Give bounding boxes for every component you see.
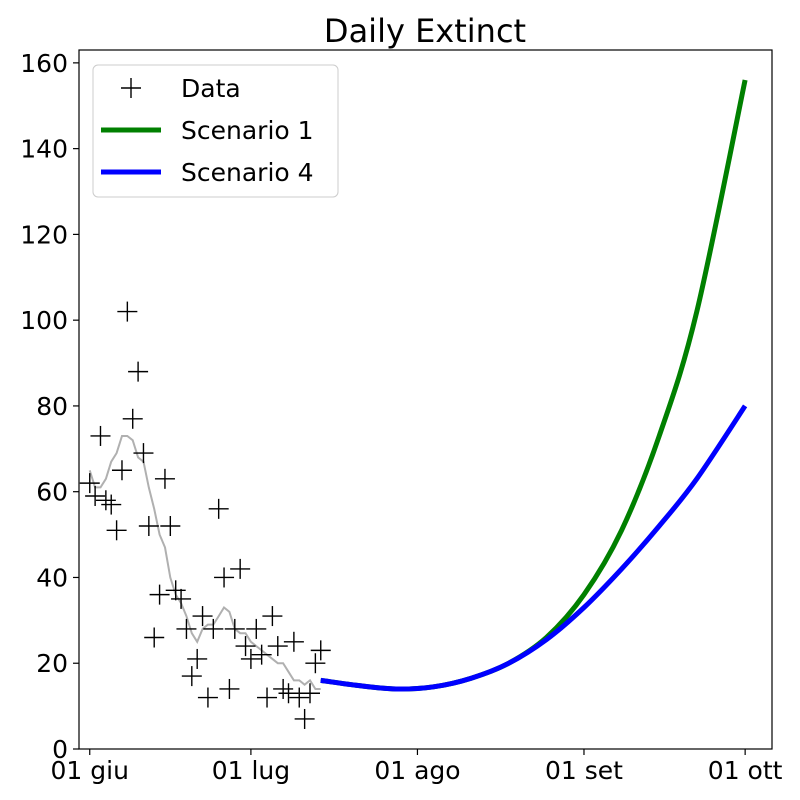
data-point-marker (160, 516, 181, 537)
y-tick-label: 160 (20, 49, 68, 78)
data-point-marker (165, 580, 186, 601)
data-point-marker (235, 636, 256, 657)
data-point-marker (294, 708, 315, 729)
data-point-marker (219, 678, 240, 699)
y-tick-label: 60 (36, 478, 68, 507)
series-line-scenario-1 (320, 79, 748, 692)
data-point-marker (257, 687, 278, 708)
x-tick-label: 01 ott (708, 756, 783, 785)
data-point-marker (106, 520, 127, 541)
legend-box (92, 64, 339, 198)
x-tick-label: 01 lug (212, 756, 290, 785)
data-point-marker (122, 408, 143, 429)
data-point-marker (300, 683, 320, 704)
data-point-marker (133, 443, 154, 464)
data-point-marker (101, 494, 122, 515)
y-tick-label: 120 (20, 220, 68, 249)
data-point-marker (171, 588, 192, 609)
series-line-scenario-4 (320, 404, 748, 692)
data-point-marker (262, 606, 283, 627)
data-point-marker (90, 425, 111, 446)
data-point-marker (85, 485, 106, 506)
data-point-marker (181, 666, 202, 687)
y-tick-label: 80 (36, 392, 68, 421)
data-point-marker (208, 498, 229, 519)
data-point-marker (203, 618, 224, 639)
data-point-marker (214, 567, 235, 588)
data-point-marker (230, 558, 251, 579)
data-point-marker (289, 687, 310, 708)
data-point-marker (267, 636, 288, 657)
x-tick-label: 01 giu (51, 756, 129, 785)
data-point-marker (138, 516, 159, 537)
plot-area (79, 79, 748, 729)
data-point-marker (192, 606, 213, 627)
data-point-marker (111, 460, 132, 481)
data-point-marker (128, 361, 149, 382)
data-point-marker (240, 648, 261, 669)
data-point-marker (144, 627, 165, 648)
chart-title: Daily Extinct (324, 12, 526, 50)
data-point-marker (305, 653, 326, 674)
y-tick-label: 20 (36, 649, 68, 678)
legend-label: Scenario 4 (181, 158, 314, 187)
legend-item-scenario-1: Scenario 1 (101, 116, 314, 145)
data-point-marker (117, 301, 138, 322)
legend-item-data: Data (121, 74, 241, 103)
data-point-marker (273, 678, 294, 699)
data-point-marker (197, 687, 218, 708)
y-tick-label: 40 (36, 563, 68, 592)
data-point-marker (95, 490, 116, 511)
data-point-marker (149, 584, 170, 605)
moving-average-line (88, 435, 321, 690)
legend-label: Scenario 1 (181, 116, 314, 145)
data-point-marker (187, 648, 208, 669)
data-point-marker (251, 644, 272, 665)
data-point-marker (154, 468, 175, 489)
axes: 0 20 40 60 80 100 120 140 160 01 giu 01 lug 01 ago 0… (20, 49, 782, 785)
legend-label: Data (181, 74, 241, 103)
legend: Data Scenario 1 Scenario 4 (92, 64, 339, 198)
legend-item-scenario-4: Scenario 4 (101, 158, 314, 187)
data-point-marker (246, 618, 267, 639)
data-point-marker (278, 683, 299, 704)
y-tick-label: 100 (20, 306, 68, 335)
data-point-marker (176, 618, 197, 639)
y-tick-label: 140 (20, 135, 68, 164)
plot-frame (78, 49, 773, 750)
data-point-marker (310, 640, 331, 661)
data-point-marker (79, 473, 100, 494)
data-point-marker (283, 631, 304, 652)
y-tick-label: 0 (52, 735, 68, 764)
x-tick-label: 01 set (545, 756, 623, 785)
data-point-marker (224, 618, 245, 639)
x-tick-label: 01 ago (374, 756, 460, 785)
